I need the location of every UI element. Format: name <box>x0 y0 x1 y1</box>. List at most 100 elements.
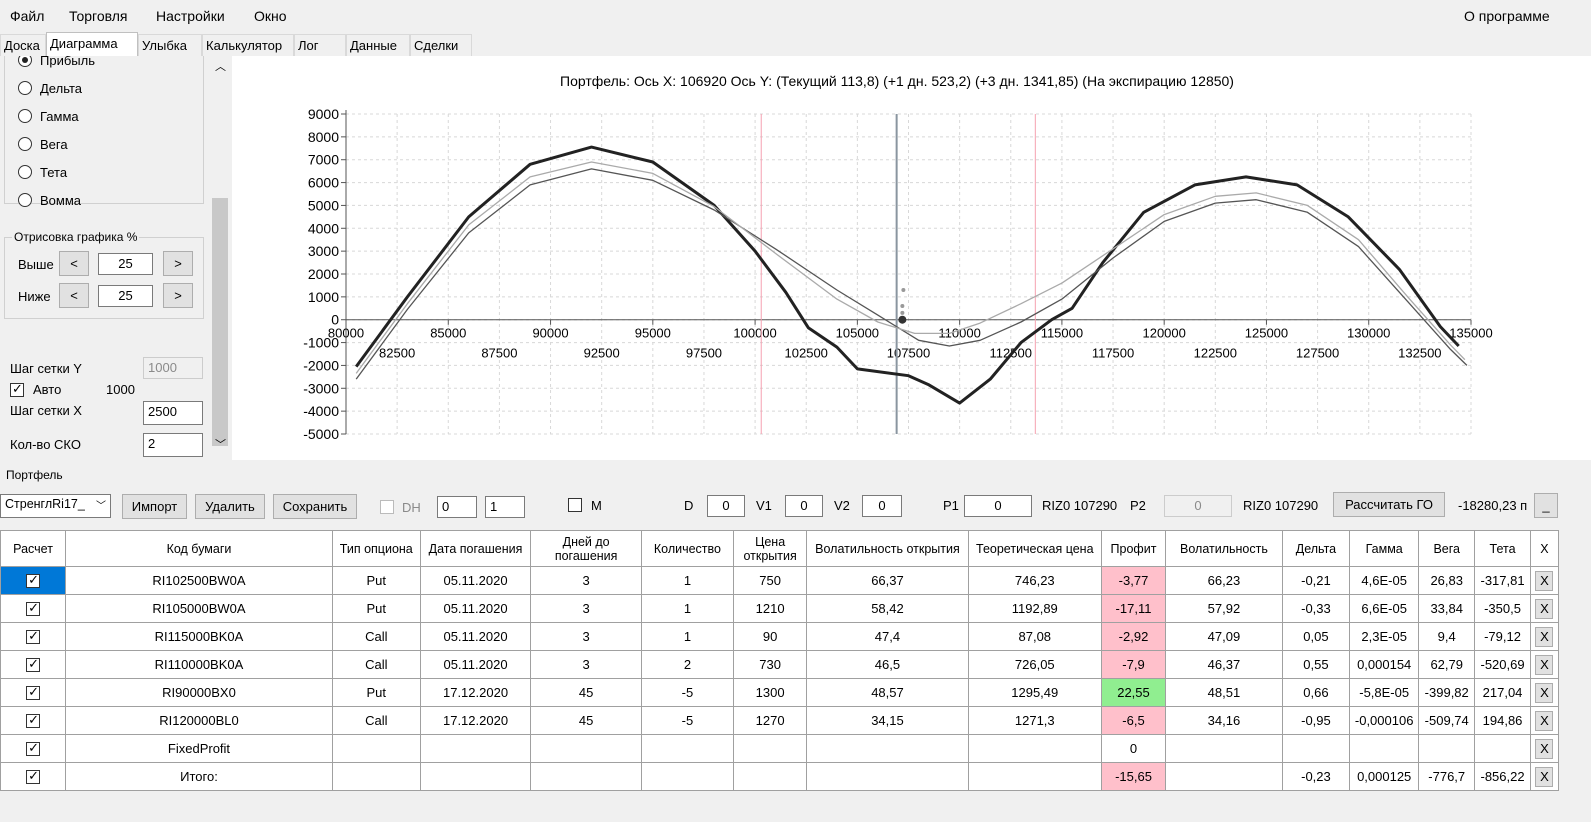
cell-profit[interactable]: 22,55 <box>1100 678 1167 707</box>
auto-checkbox[interactable] <box>10 381 24 397</box>
cell-open[interactable]: 90 <box>732 622 808 651</box>
cell-date[interactable]: 05.11.2020 <box>419 622 532 651</box>
cell-profit[interactable]: -6,5 <box>1100 706 1167 735</box>
calc-checkbox[interactable] <box>26 628 41 645</box>
cell-delta[interactable]: 0,05 <box>1281 622 1351 651</box>
menu-file[interactable]: Файл <box>10 8 45 24</box>
tab-diagram[interactable]: Диаграмма <box>46 32 138 56</box>
cell-date[interactable]: 17.12.2020 <box>419 678 532 707</box>
cell-theta[interactable]: -856,22 <box>1474 762 1531 791</box>
cell-type[interactable] <box>331 762 421 791</box>
delete-row-button[interactable]: X <box>1535 710 1554 731</box>
calc-cell[interactable] <box>0 706 67 735</box>
cell-qty[interactable]: 1 <box>640 566 734 595</box>
calc-checkbox[interactable] <box>26 712 41 729</box>
delete-row-button[interactable]: X <box>1535 738 1554 759</box>
sko-field[interactable]: 2 <box>143 433 203 457</box>
calc-checkbox[interactable] <box>26 684 41 701</box>
cell-theta[interactable]: -350,5 <box>1474 594 1531 623</box>
cell-open[interactable]: 750 <box>732 566 808 595</box>
cell-type[interactable]: Put <box>331 566 421 595</box>
radio-gamma[interactable]: Гамма <box>18 106 79 126</box>
tab-smile[interactable]: Улыбка <box>138 34 202 56</box>
cell-days[interactable]: 3 <box>530 594 642 623</box>
radio-button[interactable] <box>18 137 32 151</box>
cell-vol[interactable]: 66,23 <box>1165 566 1283 595</box>
portfolio-combo[interactable]: СтренглRi17_ <box>0 494 111 518</box>
cell-code[interactable]: RI120000BL0 <box>65 706 333 735</box>
cell-qty[interactable]: 1 <box>640 594 734 623</box>
column-header[interactable]: Гамма <box>1349 530 1420 567</box>
radio-button[interactable] <box>18 165 32 179</box>
radio-theta[interactable]: Тета <box>18 162 67 182</box>
cell-vol[interactable]: 46,37 <box>1165 650 1283 679</box>
calc-checkbox[interactable] <box>26 600 41 617</box>
cell-code[interactable]: RI110000BK0A <box>65 650 333 679</box>
cell-open[interactable] <box>732 734 808 763</box>
cell-qty[interactable]: 2 <box>640 650 734 679</box>
column-header[interactable]: Дельта <box>1281 530 1351 567</box>
cell-type[interactable]: Put <box>331 594 421 623</box>
cell-theta[interactable]: -317,81 <box>1474 566 1531 595</box>
column-header[interactable]: X <box>1529 530 1560 567</box>
calc-cell[interactable] <box>0 678 67 707</box>
cell-days[interactable]: 3 <box>530 566 642 595</box>
delete-row-button[interactable]: X <box>1535 626 1554 647</box>
cell-theor[interactable]: 726,05 <box>967 650 1102 679</box>
cell-open[interactable]: 1300 <box>732 678 808 707</box>
left-panel-scrollbar[interactable]: ︿ ﹀ <box>210 58 230 458</box>
cell-theor[interactable]: 1192,89 <box>967 594 1102 623</box>
table-row[interactable]: RI105000BW0APut05.11.202031121058,421192… <box>0 594 1560 623</box>
table-row[interactable]: Итого: -15,65 -0,230,000125-776,7-856,22X <box>0 762 1560 791</box>
cell-code[interactable]: RI90000BX0 <box>65 678 333 707</box>
cell-qty[interactable]: -5 <box>640 678 734 707</box>
cell-vega[interactable]: 62,79 <box>1418 650 1476 679</box>
calc-cell[interactable] <box>0 594 67 623</box>
scroll-down-icon[interactable]: ﹀ <box>215 439 226 451</box>
column-header[interactable]: Тип опциона <box>331 530 421 567</box>
cell-theta[interactable] <box>1474 734 1531 763</box>
cell-gamma[interactable]: 2,3E-05 <box>1349 622 1420 651</box>
cell-theor[interactable]: 1295,49 <box>967 678 1102 707</box>
cell-vega[interactable] <box>1418 734 1476 763</box>
cell-profit[interactable]: -2,92 <box>1100 622 1167 651</box>
calc-cell[interactable] <box>0 650 67 679</box>
dh-spin-1[interactable]: 0 <box>437 496 477 518</box>
above-value-field[interactable]: 25 <box>98 253 153 275</box>
cell-type[interactable]: Call <box>331 622 421 651</box>
cell-type[interactable]: Call <box>331 650 421 679</box>
cell-qty[interactable] <box>640 734 734 763</box>
delete-row-button[interactable]: X <box>1535 766 1554 787</box>
cell-date[interactable] <box>419 734 532 763</box>
cell-open[interactable] <box>732 762 808 791</box>
below-increase-button[interactable]: > <box>163 283 193 308</box>
cell-code[interactable]: FixedProfit <box>65 734 333 763</box>
cell-vol[interactable]: 47,09 <box>1165 622 1283 651</box>
cell-date[interactable] <box>419 762 532 791</box>
cell-gamma[interactable]: 6,6E-05 <box>1349 594 1420 623</box>
p2-field[interactable]: 0 <box>1164 495 1232 517</box>
cell-delta[interactable] <box>1281 734 1351 763</box>
calc-go-button[interactable]: Рассчитать ГО <box>1333 492 1445 517</box>
cell-profit[interactable]: -3,77 <box>1100 566 1167 595</box>
cell-delta[interactable]: 0,66 <box>1281 678 1351 707</box>
cell-vol-open[interactable]: 58,42 <box>806 594 969 623</box>
cell-gamma[interactable]: -5,8E-05 <box>1349 678 1420 707</box>
cell-theor[interactable] <box>967 762 1102 791</box>
calc-checkbox[interactable] <box>26 656 41 673</box>
cell-vol-open[interactable]: 34,15 <box>806 706 969 735</box>
cell-gamma[interactable]: 0,000154 <box>1349 650 1420 679</box>
below-value-field[interactable]: 25 <box>98 285 153 307</box>
cell-profit[interactable]: -15,65 <box>1100 762 1167 791</box>
cell-vol-open[interactable]: 47,4 <box>806 622 969 651</box>
column-header[interactable]: Расчет <box>0 530 67 567</box>
delete-button[interactable]: Удалить <box>195 494 265 519</box>
radio-profit[interactable]: Прибыль <box>18 56 95 70</box>
tab-data[interactable]: Данные <box>346 34 410 56</box>
cell-days[interactable] <box>530 734 642 763</box>
v2-field[interactable]: 0 <box>862 495 902 517</box>
table-row[interactable]: RI115000BK0ACall05.11.2020319047,487,08-… <box>0 622 1560 651</box>
cell-vega[interactable]: -776,7 <box>1418 762 1476 791</box>
cell-vol-open[interactable]: 66,37 <box>806 566 969 595</box>
calc-cell[interactable] <box>0 622 67 651</box>
